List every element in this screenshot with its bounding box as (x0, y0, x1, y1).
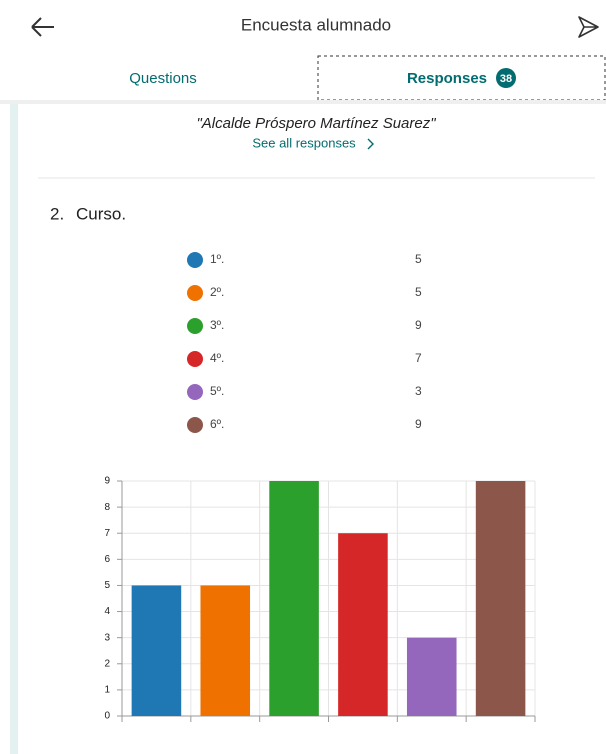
questions-tab[interactable]: Questions (129, 70, 197, 87)
legend-dot (187, 318, 203, 334)
legend-dot (187, 417, 203, 433)
page-title: Encuesta alumnado (241, 15, 391, 34)
badge (496, 68, 516, 88)
legend-label: 6º. (210, 417, 224, 431)
y-tick-label: 2 (104, 658, 110, 669)
legend-count: 7 (415, 351, 422, 365)
legend-count: 9 (415, 417, 422, 431)
y-tick-label: 9 (104, 476, 110, 487)
y-tick-label: 7 (104, 528, 110, 539)
y-tick-label: 4 (104, 606, 110, 617)
tab-label: Responses (407, 70, 487, 87)
bar (131, 585, 182, 716)
see-all-link[interactable]: See all responses (252, 135, 374, 150)
bar (475, 481, 526, 716)
y-tick-label: 6 (104, 554, 110, 565)
send-button[interactable] (578, 16, 599, 38)
legend-dot (187, 252, 203, 268)
legend-dot (187, 351, 203, 367)
side-strip (10, 104, 18, 754)
legend-label: 4º. (210, 351, 224, 365)
legend-count: 5 (415, 285, 422, 299)
send-icon (578, 16, 599, 38)
bar (269, 481, 319, 716)
bar (406, 637, 457, 716)
tab-label: Questions (129, 70, 197, 87)
link-text: See all responses (252, 135, 356, 150)
question-number: 2. (50, 204, 64, 223)
badge-count: 38 (500, 73, 512, 85)
legend-label: 2º. (210, 285, 224, 299)
legend-label: 1º. (210, 252, 224, 266)
y-tick-label: 3 (104, 632, 110, 643)
response-text: "Alcalde Próspero Martínez Suarez" (196, 115, 436, 132)
legend-label: 3º. (210, 318, 224, 332)
legend-dot (187, 285, 203, 301)
back-button[interactable] (31, 17, 54, 37)
y-tick-label: 0 (104, 711, 110, 722)
chevron (367, 138, 374, 150)
legend-count: 5 (415, 252, 422, 266)
legend-dot (187, 384, 203, 400)
y-tick-label: 1 (104, 685, 110, 696)
question-title: Curso. (76, 204, 126, 223)
legend-label: 5º. (210, 384, 224, 398)
bar (338, 533, 388, 716)
y-tick-label: 8 (104, 502, 110, 513)
back-icon (31, 17, 54, 37)
tab-shadow (0, 100, 606, 104)
legend-count: 9 (415, 318, 422, 332)
y-tick-label: 5 (104, 580, 110, 591)
legend-count: 3 (415, 384, 422, 398)
bar (200, 585, 251, 716)
